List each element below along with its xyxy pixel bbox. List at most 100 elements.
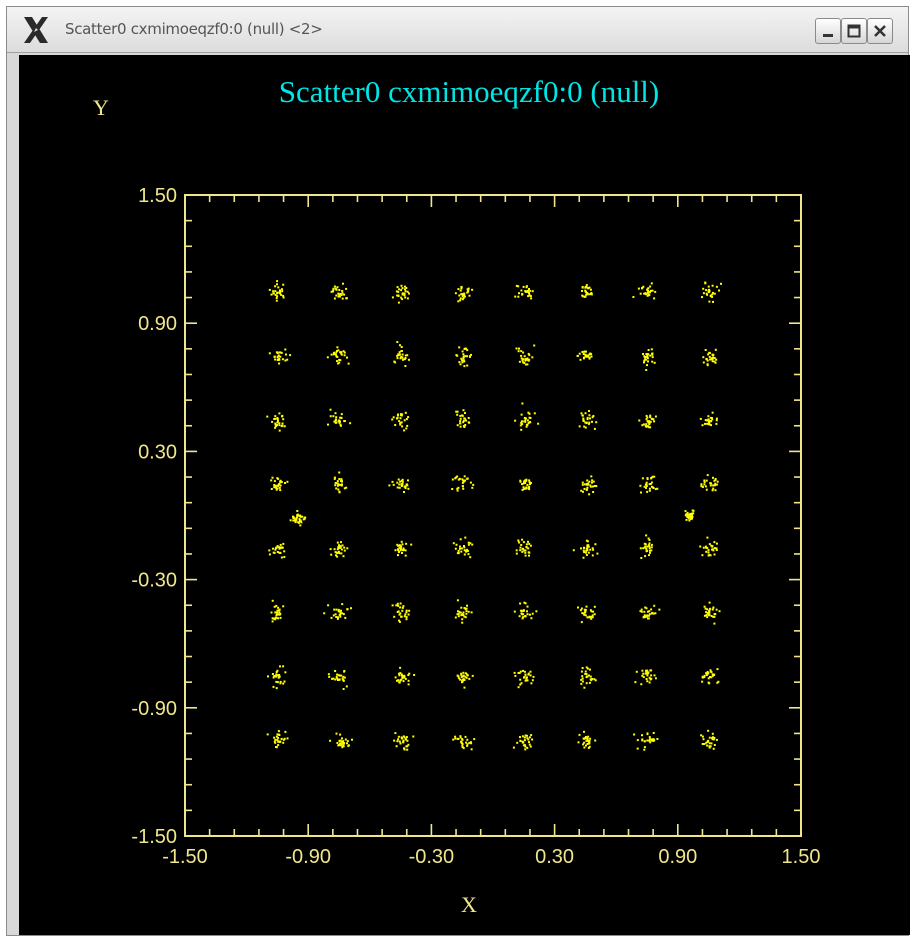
cluster-point <box>331 290 334 293</box>
cluster-point <box>459 678 462 681</box>
cluster-point <box>410 543 413 546</box>
cluster-point <box>329 408 332 411</box>
cluster-point <box>459 735 462 738</box>
cluster-point <box>715 285 718 288</box>
x-window-logo-icon[interactable] <box>21 15 51 45</box>
cluster-point <box>346 356 348 359</box>
cluster-point <box>643 355 646 358</box>
cluster-point <box>275 488 278 491</box>
cluster-point <box>401 425 404 428</box>
cluster-point <box>398 620 401 623</box>
cluster-point <box>530 682 533 685</box>
cluster-point <box>338 293 341 296</box>
cluster-point <box>340 353 343 356</box>
cluster-point <box>522 486 525 489</box>
cluster-point <box>636 747 639 750</box>
cluster-point <box>580 607 583 610</box>
plot-canvas[interactable]: Scatter0 cxmimoeqzf0:0 (null) Y X -1.50-… <box>19 55 910 935</box>
cluster-point <box>276 295 279 298</box>
cluster-point <box>526 737 529 740</box>
cluster-point <box>650 739 653 742</box>
cluster-point <box>464 424 467 426</box>
cluster-point <box>712 549 715 552</box>
title-bar[interactable]: Scatter0 cxmimoeqzf0:0 (null) <2> <box>7 7 908 53</box>
extra-cluster-point <box>292 515 294 518</box>
extra-cluster-point <box>687 517 690 520</box>
cluster-point <box>594 485 596 487</box>
cluster-point <box>521 359 524 362</box>
cluster-point <box>708 746 711 749</box>
cluster-point <box>405 609 408 612</box>
cluster-point <box>520 421 523 424</box>
cluster-point <box>590 355 593 358</box>
cluster-point <box>513 610 516 613</box>
cluster-point <box>275 680 278 683</box>
cluster-point <box>473 738 476 741</box>
cluster-point <box>524 673 527 676</box>
cluster-point <box>586 616 589 619</box>
cluster-point <box>591 547 594 550</box>
cluster-point <box>400 350 403 352</box>
cluster-point <box>337 292 340 295</box>
cluster-point <box>578 425 581 428</box>
cluster-point <box>280 546 283 549</box>
cluster-point <box>341 292 344 295</box>
cluster-point <box>398 674 401 677</box>
minimize-button[interactable] <box>815 18 841 44</box>
cluster-point <box>396 740 399 743</box>
cluster-point <box>456 424 459 427</box>
cluster-point <box>339 545 342 548</box>
cluster-point <box>282 296 285 299</box>
cluster-point <box>340 294 343 296</box>
cluster-point <box>711 358 714 361</box>
cluster-point <box>393 739 396 742</box>
cluster-point <box>396 486 399 489</box>
cluster-point <box>703 674 706 677</box>
cluster-point <box>527 422 530 424</box>
cluster-point <box>457 613 460 615</box>
cluster-point <box>396 286 399 289</box>
cluster-point <box>333 548 336 551</box>
cluster-point <box>273 418 276 420</box>
cluster-point <box>642 672 645 675</box>
cluster-point <box>471 543 474 546</box>
cluster-point <box>651 289 654 292</box>
cluster-point <box>340 548 343 551</box>
cluster-point <box>707 612 710 615</box>
cluster-point <box>462 675 465 678</box>
cluster-point <box>461 361 464 364</box>
cluster-point <box>710 671 713 674</box>
cluster-point <box>711 293 714 296</box>
cluster-point <box>403 747 405 750</box>
cluster-point <box>412 735 415 738</box>
cluster-point <box>461 481 464 484</box>
close-button[interactable] <box>867 18 893 44</box>
cluster-point <box>644 546 647 549</box>
cluster-point <box>708 601 711 604</box>
maximize-button[interactable] <box>841 18 867 44</box>
cluster-point <box>407 679 410 682</box>
cluster-point <box>586 667 589 670</box>
cluster-point <box>707 614 710 617</box>
cluster-point <box>459 289 462 292</box>
x-axis-label: X <box>461 892 477 917</box>
cluster-point <box>280 293 283 296</box>
cluster-point <box>274 741 277 744</box>
cluster-point <box>403 615 406 618</box>
axis-ticks <box>185 195 801 836</box>
cluster-point <box>403 358 406 361</box>
cluster-point <box>341 737 343 740</box>
cluster-point <box>644 616 646 619</box>
scatter-plot[interactable]: Scatter0 cxmimoeqzf0:0 (null) Y X -1.50-… <box>19 55 910 935</box>
cluster-point <box>401 292 404 295</box>
cluster-point <box>461 350 464 353</box>
cluster-point <box>529 745 532 748</box>
cluster-point <box>398 544 401 547</box>
cluster-point <box>275 546 278 549</box>
cluster-point <box>403 491 405 493</box>
cluster-point <box>456 613 459 616</box>
cluster-point <box>457 478 460 481</box>
cluster-point <box>586 486 589 489</box>
cluster-point <box>587 551 590 554</box>
cluster-point <box>708 736 711 739</box>
